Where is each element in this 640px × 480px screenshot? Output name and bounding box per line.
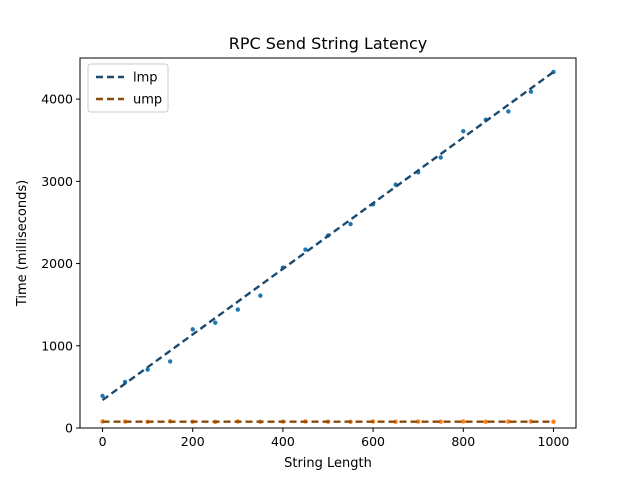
y-tick-label: 1000 <box>41 338 73 353</box>
lmp-point <box>145 367 150 372</box>
lmp-point <box>235 307 241 312</box>
x-axis-label: String Length <box>284 456 372 471</box>
legend-label-lmp: lmp <box>133 71 158 86</box>
ump-point <box>483 419 489 424</box>
x-tick-label: 0 <box>99 434 107 449</box>
lmp-point <box>528 89 534 94</box>
y-tick-label: 4000 <box>41 92 73 107</box>
legend: lmp ump <box>87 63 169 113</box>
x-tick-label: 400 <box>271 434 295 449</box>
lmp-point <box>461 128 466 134</box>
lmp-point <box>258 293 263 298</box>
ump-point <box>506 419 511 424</box>
x-tick-label: 200 <box>181 434 205 449</box>
y-tick-label: 0 <box>65 421 73 436</box>
axis-ticks: 0 200 400 600 800 1000 0 1000 2000 3000 4000 <box>41 92 569 449</box>
chart-title: RPC Send String Latency <box>229 34 427 53</box>
plot-area <box>100 69 556 425</box>
lmp-point <box>190 327 195 332</box>
x-tick-label: 600 <box>361 434 385 449</box>
lmp-point <box>100 393 105 399</box>
ump-point <box>461 419 466 424</box>
x-tick-label: 800 <box>451 434 475 449</box>
x-tick-label: 1000 <box>538 434 570 449</box>
ump-point <box>438 419 443 424</box>
lmp-point <box>348 221 353 227</box>
lmp-point <box>167 359 173 364</box>
legend-label-ump: ump <box>133 93 162 108</box>
y-tick-label: 2000 <box>41 256 73 271</box>
lmp-point <box>506 109 511 114</box>
ump-point <box>551 419 556 424</box>
lmp-point <box>438 155 443 160</box>
y-tick-label: 3000 <box>41 174 73 189</box>
lmp-fit-line <box>101 71 555 402</box>
axes-frame <box>79 57 577 429</box>
lmp-point <box>303 247 308 252</box>
lmp-point <box>213 320 218 325</box>
y-axis-label: Time (milliseconds) <box>15 180 30 307</box>
